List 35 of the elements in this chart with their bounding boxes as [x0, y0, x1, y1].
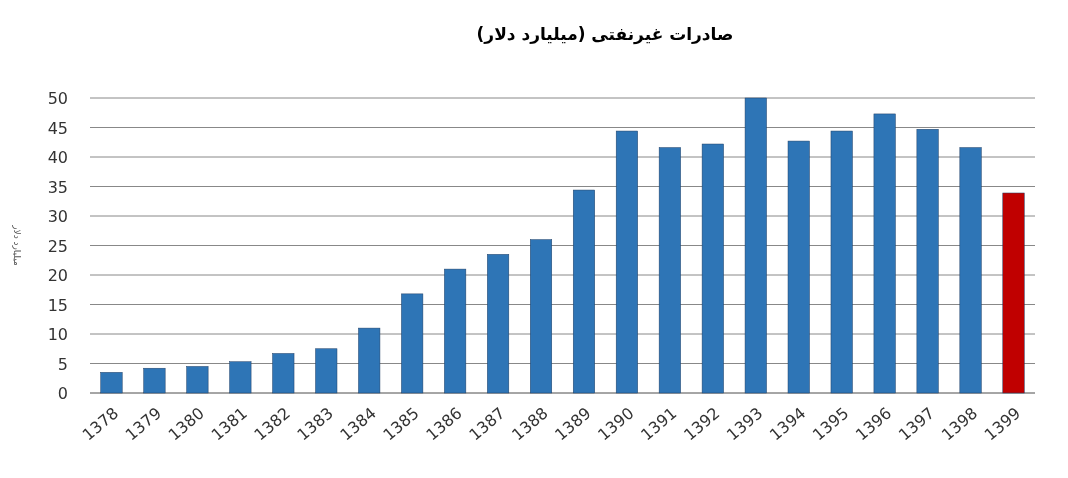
bar [658, 147, 681, 394]
y-axis-title: میلیارد دلار [12, 224, 22, 267]
y-tick-label: 25 [47, 236, 68, 256]
bar [487, 254, 510, 394]
bar [701, 143, 724, 394]
bar [1002, 192, 1025, 394]
bar [272, 353, 295, 394]
bar [916, 129, 939, 394]
bar [615, 130, 638, 394]
bar [358, 327, 381, 394]
y-tick-label: 30 [47, 207, 68, 226]
bar [744, 97, 767, 394]
bar [401, 293, 424, 394]
y-tick-label: 50 [47, 89, 68, 108]
y-tick-label: 15 [47, 295, 68, 315]
y-tick-label: 20 [47, 266, 68, 285]
y-tick-label: 35 [47, 177, 68, 197]
bar [444, 268, 467, 394]
bar [100, 372, 123, 394]
y-tick-label: 5 [57, 354, 68, 374]
bar [315, 348, 338, 394]
bar [787, 140, 810, 394]
bar [530, 239, 553, 394]
bar [830, 130, 853, 394]
bar [229, 361, 252, 394]
y-tick-label: 45 [47, 118, 68, 138]
bar [186, 366, 209, 394]
y-tick-label: 40 [47, 148, 68, 167]
bar [873, 113, 896, 394]
bar [143, 367, 166, 394]
chart-title: صادرات غیرنفتی (میلیارد دلار) [476, 24, 734, 45]
y-tick-label: 10 [47, 325, 68, 344]
y-tick-label: 0 [57, 384, 68, 403]
bar [959, 147, 982, 394]
bar [572, 189, 595, 394]
